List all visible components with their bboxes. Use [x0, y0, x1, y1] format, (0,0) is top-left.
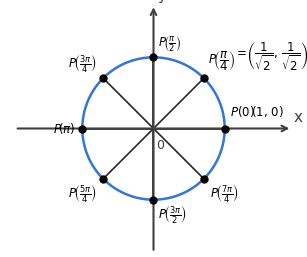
Text: $P(0)$: $P(0)$: [230, 104, 255, 119]
Text: y: y: [157, 0, 166, 3]
Text: $=\!\left(\dfrac{1}{\sqrt{2}},\,\dfrac{1}{\sqrt{2}}\right)$: $=\!\left(\dfrac{1}{\sqrt{2}},\,\dfrac{1…: [234, 41, 307, 73]
Text: $P\!\left(\dfrac{\pi}{4}\right)$: $P\!\left(\dfrac{\pi}{4}\right)$: [208, 49, 235, 73]
Text: $P\!\left(\frac{5\pi}{4}\right)$: $P\!\left(\frac{5\pi}{4}\right)$: [68, 183, 97, 204]
Text: $P\!\left(\frac{7\pi}{4}\right)$: $P\!\left(\frac{7\pi}{4}\right)$: [210, 183, 239, 204]
Text: $P\!\left(\pi\right)$: $P\!\left(\pi\right)$: [53, 121, 76, 136]
Text: x: x: [294, 110, 303, 125]
Text: $P\!\left(\frac{3\pi}{2}\right)$: $P\!\left(\frac{3\pi}{2}\right)$: [158, 204, 187, 225]
Text: $P\!\left(\frac{\pi}{2}\right)$: $P\!\left(\frac{\pi}{2}\right)$: [158, 34, 181, 53]
Text: $(1,\,0)$: $(1,\,0)$: [251, 104, 284, 119]
Text: $P\!\left(\frac{3\pi}{4}\right)$: $P\!\left(\frac{3\pi}{4}\right)$: [68, 53, 97, 74]
Text: 0: 0: [156, 140, 164, 152]
